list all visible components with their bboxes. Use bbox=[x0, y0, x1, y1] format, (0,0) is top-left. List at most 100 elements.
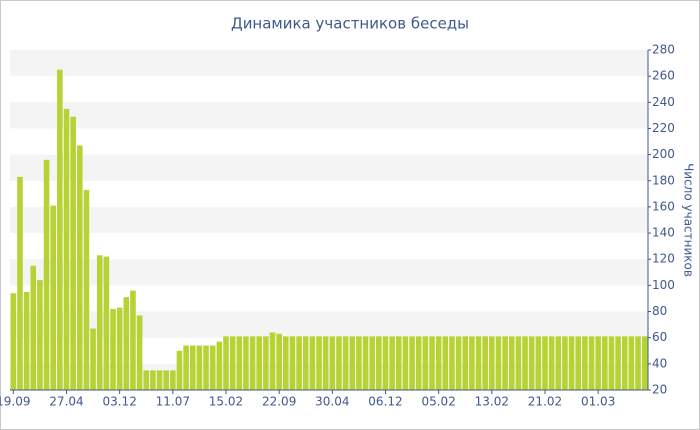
y-tick-label: 260 bbox=[652, 69, 675, 83]
grid-band bbox=[10, 50, 648, 77]
bar bbox=[216, 341, 223, 390]
x-tick-label: 05.02 bbox=[421, 395, 455, 409]
bar bbox=[223, 336, 229, 390]
bar bbox=[23, 291, 30, 390]
y-tick-label: 160 bbox=[652, 199, 675, 213]
bar bbox=[150, 370, 156, 390]
bar bbox=[502, 336, 508, 390]
grid-band bbox=[10, 206, 648, 234]
bar bbox=[349, 336, 356, 390]
bar bbox=[96, 255, 103, 390]
bar bbox=[382, 336, 389, 390]
bar bbox=[402, 336, 409, 390]
bar bbox=[209, 345, 216, 390]
bar bbox=[588, 336, 595, 390]
grid-band bbox=[10, 363, 648, 390]
bar bbox=[76, 145, 83, 390]
bar bbox=[562, 336, 568, 390]
bar bbox=[621, 336, 628, 390]
bar bbox=[535, 336, 542, 390]
x-tick-label: 19.09 bbox=[0, 395, 31, 409]
bar bbox=[409, 336, 415, 390]
bar bbox=[542, 336, 548, 390]
bar bbox=[429, 336, 435, 390]
bar bbox=[156, 370, 163, 390]
grid-band bbox=[10, 259, 648, 286]
bar bbox=[322, 336, 329, 390]
x-tick-label: 11.07 bbox=[156, 395, 190, 409]
bar bbox=[495, 336, 502, 390]
bar bbox=[263, 336, 269, 390]
bar bbox=[635, 336, 641, 390]
x-tick-label: 27.04 bbox=[49, 395, 83, 409]
grid-band bbox=[10, 154, 648, 181]
bar bbox=[309, 336, 316, 390]
bar bbox=[83, 189, 90, 390]
bar bbox=[183, 345, 189, 390]
bar bbox=[422, 336, 429, 390]
x-tick-label: 03.12 bbox=[102, 395, 136, 409]
x-tick-label: 22.09 bbox=[262, 395, 296, 409]
bar bbox=[369, 336, 375, 390]
bar bbox=[628, 336, 635, 390]
bar bbox=[17, 176, 23, 390]
y-tick-label: 40 bbox=[652, 356, 667, 370]
bar bbox=[395, 336, 402, 390]
bar bbox=[236, 336, 243, 390]
bar bbox=[276, 333, 282, 390]
bar bbox=[143, 370, 150, 390]
bar bbox=[575, 336, 582, 390]
bar bbox=[57, 69, 63, 390]
bar bbox=[163, 370, 169, 390]
bar bbox=[43, 159, 50, 390]
bar bbox=[30, 265, 37, 390]
bar bbox=[336, 336, 342, 390]
bar bbox=[469, 336, 475, 390]
y-tick-label: 200 bbox=[652, 147, 675, 161]
bar bbox=[595, 336, 601, 390]
bar bbox=[482, 336, 488, 390]
bar bbox=[356, 336, 362, 390]
y-tick-label: 280 bbox=[652, 43, 675, 57]
bar bbox=[329, 336, 336, 390]
bar bbox=[103, 256, 110, 390]
y-tick-label: 60 bbox=[652, 330, 667, 344]
bar bbox=[522, 336, 528, 390]
bar bbox=[455, 336, 462, 390]
y-tick-label: 220 bbox=[652, 121, 675, 135]
bar bbox=[289, 336, 296, 390]
bar bbox=[176, 350, 183, 390]
bar bbox=[10, 293, 17, 390]
bar bbox=[342, 336, 349, 390]
bar bbox=[316, 336, 322, 390]
bar bbox=[116, 307, 123, 390]
bar bbox=[442, 336, 449, 390]
bar bbox=[50, 205, 56, 390]
bar bbox=[548, 336, 555, 390]
bar bbox=[608, 336, 615, 390]
bar bbox=[189, 345, 196, 390]
bar bbox=[269, 332, 276, 390]
bar bbox=[63, 108, 70, 390]
bar bbox=[90, 328, 96, 390]
bar bbox=[615, 336, 621, 390]
bar bbox=[249, 336, 256, 390]
bar bbox=[389, 336, 395, 390]
y-axis-label: Число участников bbox=[682, 163, 696, 277]
grid-band bbox=[10, 102, 648, 129]
bar bbox=[123, 297, 130, 390]
bar bbox=[110, 308, 116, 390]
y-tick-label: 140 bbox=[652, 226, 675, 240]
y-tick-label: 20 bbox=[652, 383, 667, 397]
x-tick-label: 21.02 bbox=[528, 395, 562, 409]
grid-band bbox=[10, 311, 648, 338]
bar bbox=[528, 336, 535, 390]
bar bbox=[475, 336, 482, 390]
bar bbox=[37, 280, 43, 390]
chart-title: Динамика участников беседы bbox=[231, 15, 469, 33]
bar bbox=[449, 336, 455, 390]
bar bbox=[641, 336, 648, 390]
bar bbox=[283, 336, 289, 390]
bar bbox=[296, 336, 302, 390]
